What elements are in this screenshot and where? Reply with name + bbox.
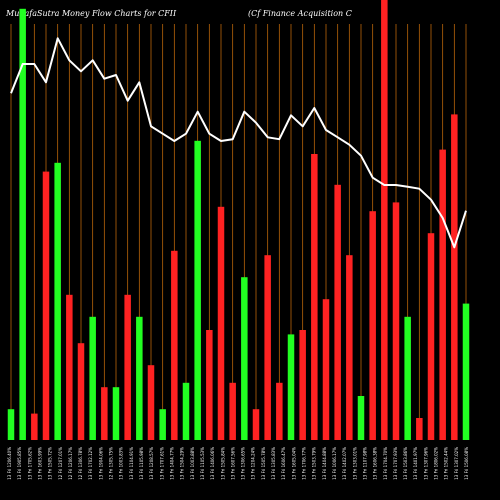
x-tick-label: 12 Fri 1206.17% xyxy=(68,447,73,480)
bar-32 xyxy=(369,211,376,440)
chart-title-right: (Cf Finance Acquisition C xyxy=(248,9,352,18)
bar-31 xyxy=(358,396,365,440)
bar-21 xyxy=(241,277,248,440)
x-tick-label: 13 Fri 1503.86% xyxy=(403,447,408,480)
x-tick-label: 13 Fri 1606.38% xyxy=(373,447,378,480)
bar-25 xyxy=(288,334,295,440)
x-tick-label: 13 Fri 1806.02% xyxy=(434,447,439,480)
x-tick-label: 13 Fri 1505.84% xyxy=(220,447,225,480)
bar-20 xyxy=(229,383,236,440)
x-tick-label: 13 Fri 1707.61% xyxy=(159,447,164,480)
x-tick-label: 13 Fri 1006.17% xyxy=(332,447,337,480)
x-tick-label: 13 Fri 1104.91% xyxy=(129,447,134,480)
x-tick-label: 13 Fri 1704.70% xyxy=(383,447,388,480)
bar-8 xyxy=(89,317,96,440)
bar-6 xyxy=(66,295,73,440)
x-tick-label: 13 Fri 1208.57% xyxy=(149,447,154,480)
x-tick-label: 13 Fri 1404.77% xyxy=(169,447,174,480)
bar-36 xyxy=(416,418,423,440)
x-tick-label: 13 Fri 1003.83% xyxy=(119,447,124,480)
x-tick-label: 12 Fri 1306.78% xyxy=(78,447,83,480)
bar-29 xyxy=(334,185,341,440)
x-tick-label: 13 Fri 1505.78% xyxy=(261,447,266,480)
bar-30 xyxy=(346,255,353,440)
bar-9 xyxy=(101,387,108,440)
x-tick-label: 13 Fri 1404.88% xyxy=(322,447,327,480)
x-tick-label: 13 Fri 1401.97% xyxy=(413,447,418,480)
bar-1 xyxy=(8,409,15,440)
bar-15 xyxy=(171,251,178,440)
bar-38 xyxy=(439,150,446,440)
bar-10 xyxy=(113,387,120,440)
bar-37 xyxy=(428,233,435,440)
bar-39 xyxy=(451,114,458,440)
x-tick-label: 13 Fri 1905.85% xyxy=(17,447,22,480)
x-tick-label: 13 Fri 1504.29% xyxy=(180,447,185,480)
x-tick-label: 13 Fri 1705.62% xyxy=(27,447,32,480)
bar-26 xyxy=(299,330,306,440)
bar-2 xyxy=(19,9,26,440)
x-tick-label: 13 Fri 1707.93% xyxy=(393,447,398,480)
bar-18 xyxy=(206,330,213,440)
x-tick-label: 13 Fri 1605.04% xyxy=(291,447,296,480)
x-tick-label: 13 Fri 1603.99% xyxy=(37,447,42,480)
x-tick-label: 13 Fri 1105.98% xyxy=(139,447,144,480)
x-tick-label: 13 Fri 1107.98% xyxy=(362,447,367,480)
bar-24 xyxy=(276,383,283,440)
x-tick-label: 13 Fri 1503.79% xyxy=(312,447,317,480)
x-tick-label: 12 Fri 1207.01% xyxy=(58,447,63,480)
x-tick-label: 13 Fri 1406.06% xyxy=(210,447,215,480)
x-tick-label: 13 Fri 1303.01% xyxy=(352,447,357,480)
bar-5 xyxy=(54,163,61,440)
bar-17 xyxy=(194,141,201,440)
x-tick-label: 13 Fri 1305.83% xyxy=(271,447,276,480)
x-tick-label: 12 Fri 1305.75% xyxy=(109,447,114,480)
bar-13 xyxy=(148,365,155,440)
x-tick-label: 13 Fri 1904.06% xyxy=(98,447,103,480)
bar-11 xyxy=(124,295,130,440)
x-tick-label: 13 Fri 1506.08% xyxy=(464,447,469,480)
x-tick-label: 13 Fri 1502.44% xyxy=(444,447,449,480)
bar-16 xyxy=(183,383,190,440)
x-tick-label: 13 Fri 1402.07% xyxy=(342,447,347,480)
x-tick-label: 13 Fri 1306.65% xyxy=(241,447,246,480)
bar-34 xyxy=(393,202,400,440)
x-tick-label: 13 Fri 1206.40% xyxy=(7,447,12,480)
x-tick-label: 13 Fri 1105.53% xyxy=(200,447,205,480)
bar-14 xyxy=(159,409,166,440)
chart-title-left: MunafaSutra Money Flow Charts for CFII xyxy=(5,9,177,18)
x-tick-label: 13 Fri 1702.12% xyxy=(88,447,93,480)
x-tick-label: 13 Fri 1307.02% xyxy=(454,447,459,480)
bars-group xyxy=(8,0,470,440)
x-tick-labels: 13 Fri 1206.40% 13 Fri 1905.85% 13 Fri 170… xyxy=(7,447,469,480)
bar-3 xyxy=(31,414,38,440)
bar-33 xyxy=(381,0,388,440)
x-tick-label: 13 Fri 1606.47% xyxy=(281,447,286,480)
x-tick-label: 13 Fri 1204.24% xyxy=(251,447,256,480)
bar-22 xyxy=(253,409,260,440)
bar-19 xyxy=(218,207,225,440)
x-tick-label: 13 Fri 1607.56% xyxy=(230,447,235,480)
bar-28 xyxy=(323,299,330,440)
x-tick-label: 13 Fri 1505.72% xyxy=(48,447,53,480)
x-tick-label: 13 Fri 1706.77% xyxy=(302,447,307,480)
bar-40 xyxy=(463,304,470,440)
bar-27 xyxy=(311,154,318,440)
bar-12 xyxy=(136,317,143,440)
bar-35 xyxy=(404,317,411,440)
bar-23 xyxy=(264,255,271,440)
bar-4 xyxy=(43,172,50,440)
x-tick-label: 13 Fri 1307.96% xyxy=(423,447,428,480)
x-tick-label: 13 Fri 1003.88% xyxy=(190,447,195,480)
bar-7 xyxy=(78,343,85,440)
